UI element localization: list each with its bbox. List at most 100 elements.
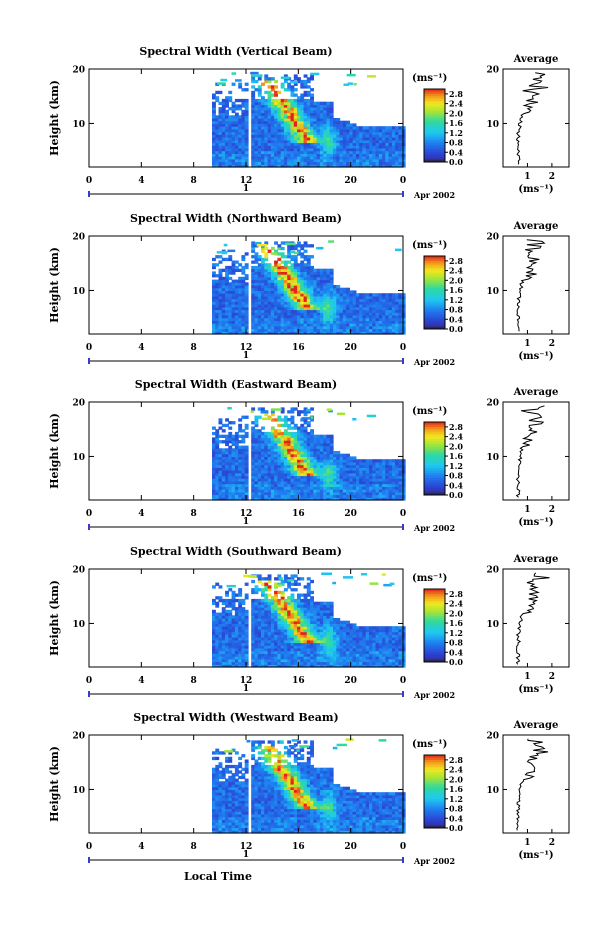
heatmap-cell [245,99,249,102]
x-tick-label: 8 [191,343,197,353]
heatmap-cell [310,73,319,76]
heatmap-cell [330,435,334,438]
x-tick-label: 0 [400,509,406,519]
average-profile-line [517,73,549,165]
heatmap-cell [228,91,232,94]
avg-x-tick-label: 1 [524,172,530,182]
colorbar: 2.82.42.01.61.20.80.40.0 [424,89,463,167]
heatmap-cell [257,244,267,247]
y-tick-label: 10 [72,287,85,297]
colorbar-tick-label: 1.2 [449,461,463,471]
colorbar-unit: (ms⁻¹) [412,406,447,417]
x-tick-label: 20 [344,176,357,186]
y-tick-label: 10 [72,120,85,130]
heatmap-cell [217,82,225,85]
heatmap-cell [402,459,406,462]
heatmap-cell [245,263,249,266]
heatmap-cell [306,409,310,412]
heatmap-cell [274,80,278,83]
y-axis-label: Height (km) [48,413,61,489]
avg-x-tick-label: 2 [549,505,555,515]
heatmap-cell [215,96,219,99]
heatmap-cell [310,429,314,432]
heatmap-cell [281,247,285,250]
avg-y-tick-label: 20 [486,399,499,409]
colorbar-tick-label: 0.8 [449,305,463,315]
heatmap-cell [277,574,281,577]
heatmap-cell [294,588,298,591]
average-profile-line [517,240,544,331]
heatmap-cell [219,418,223,421]
avg-x-tick-label: 2 [549,172,555,182]
heatmap-cell [245,274,249,277]
average-xlabel: (ms⁻¹) [518,517,553,528]
panel-title: Spectral Width (Vertical Beam) [139,45,332,58]
colorbar-tick-label: 0.4 [449,314,463,324]
heatmap-cell [228,96,232,99]
heatmap-cell [228,427,232,430]
y-axis-label: Height (km) [48,247,61,323]
heatmap-cell [252,74,263,77]
colorbar-tick-label: 2.8 [449,422,463,432]
average-xlabel: (ms⁻¹) [518,184,553,195]
heatmap-cell [245,416,249,419]
heatmap-cell [367,415,376,418]
heatmap-cell [304,250,308,253]
x-tick-label: 0 [86,509,92,519]
y-tick-label: 20 [72,399,85,409]
heatmap-cell [251,410,254,413]
heatmap-cell [227,250,235,253]
avg-x-tick-label: 1 [524,505,530,515]
colorbar: 2.82.42.01.61.20.80.40.0 [424,422,463,500]
colorbar-tick-label: 0.4 [449,147,463,157]
heatmap-cell [344,84,350,87]
heatmap-cell [281,77,290,80]
heatmap-cell [268,585,272,588]
x-tick-label: 0 [86,176,92,186]
average-xlabel: (ms⁻¹) [518,351,553,362]
heatmap-cell [402,293,406,296]
heatmap-cell [224,244,228,247]
heatmap-cell [245,583,249,586]
average-frame [503,236,569,334]
avg-x-tick-label: 1 [524,339,530,349]
heatmap-cell [235,79,242,82]
x-tick-label: 16 [292,176,305,186]
heatmap-cell [291,594,295,597]
x-tick-label: 4 [138,343,144,353]
average-title: Average [513,387,559,398]
beam-panel-2: Spectral Width (Northward Beam)2010Heigh… [48,212,569,367]
heatmap-cell [337,413,345,416]
heatmap-cell [402,126,406,129]
colorbar-tick-label: 1.2 [449,128,463,138]
heatmap-cell [287,418,292,421]
panel-title: Spectral Width (Eastward Beam) [135,378,337,391]
heatmap-cell [290,81,298,84]
heatmap-cell [219,91,223,94]
panel-title: Spectral Width (Northward Beam) [130,212,342,225]
x-tick-label: 0 [400,343,406,353]
day-marker: 1 [243,184,249,194]
heatmap-cell [245,424,249,427]
avg-y-tick-label: 20 [486,66,499,76]
heatmap-cell [245,594,249,597]
heatmap-cell [367,75,376,78]
colorbar-tick-label: 0.0 [449,157,463,167]
heatmap-cell [262,418,272,421]
x-tick-label: 16 [292,343,305,353]
heatmap-cell [245,88,249,91]
y-tick-label: 10 [72,453,85,463]
avg-y-tick-label: 20 [486,233,499,243]
colorbar-tick-label: 1.6 [449,118,463,128]
avg-y-tick-label: 10 [486,120,499,130]
heatmap-cell [277,91,281,94]
heatmap-cells [212,72,406,168]
heatmap-cell [245,432,249,435]
day-marker: 1 [243,517,249,527]
colorbar-tick-label: 2.0 [449,275,463,285]
heatmap-cell [274,85,278,88]
heatmap-cell [245,252,249,255]
heatmap-cell [352,418,356,421]
heatmap-cell [294,88,298,91]
heatmap-cell [219,585,223,588]
